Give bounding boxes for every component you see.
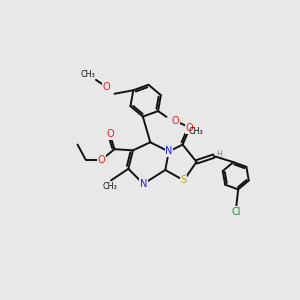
Text: O: O	[172, 116, 179, 127]
Text: H: H	[217, 151, 223, 160]
Text: CH₃: CH₃	[188, 127, 203, 136]
Text: O: O	[106, 129, 114, 139]
Text: O: O	[98, 154, 106, 165]
Text: O: O	[103, 82, 110, 92]
Text: S: S	[181, 176, 187, 185]
Text: N: N	[140, 179, 147, 189]
Text: N: N	[165, 146, 172, 157]
Text: CH₃: CH₃	[80, 70, 95, 79]
Text: O: O	[186, 123, 194, 134]
Text: CH₃: CH₃	[103, 182, 117, 191]
Text: Cl: Cl	[231, 207, 241, 217]
